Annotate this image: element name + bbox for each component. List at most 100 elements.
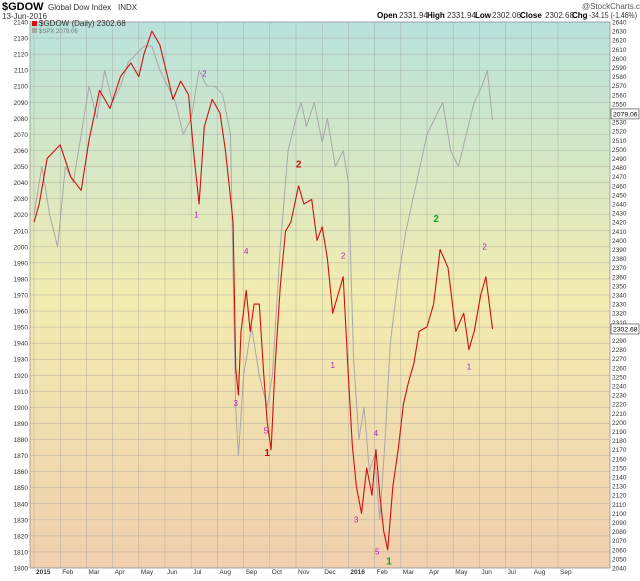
right-tick-label: 2280 <box>612 347 627 354</box>
left-tick-label: 1890 <box>14 421 29 428</box>
close-label: Close <box>520 11 542 20</box>
wave-label: 2 <box>202 70 207 79</box>
right-tick-label: 2410 <box>612 229 627 236</box>
x-tick-label: Jul <box>508 569 517 576</box>
x-tick-label: Nov <box>298 569 310 576</box>
right-tick-label: 2460 <box>612 183 627 190</box>
high-value: 2331.94 <box>447 11 476 20</box>
right-tick-label: 2140 <box>612 475 627 482</box>
chart-date: 13-Jun-2016 <box>2 12 47 21</box>
wave-label: 2 <box>433 214 439 225</box>
wave-label: 3 <box>234 399 239 408</box>
left-tick-label: 2030 <box>14 196 29 203</box>
left-tick-label: 2050 <box>14 164 29 171</box>
right-tick-label: 2070 <box>612 538 627 545</box>
x-tick-label: Jun <box>167 569 178 576</box>
exchange-code: INDX <box>118 3 138 12</box>
x-tick-label: Sep <box>560 569 572 576</box>
right-tick-label: 2530 <box>612 120 627 127</box>
x-tick-label: Feb <box>377 569 389 576</box>
right-tick-label: 2180 <box>612 438 627 445</box>
x-tick-label: May <box>455 569 468 576</box>
right-tick-label: 2290 <box>612 338 627 345</box>
right-tick-label: 2380 <box>612 256 627 263</box>
left-tick-label: 1920 <box>14 373 29 380</box>
wave-label: 3 <box>354 516 359 525</box>
right-tick-label: 2370 <box>612 265 627 272</box>
right-tick-label: 2120 <box>612 493 627 500</box>
last-label-spx-box <box>610 108 640 120</box>
left-tick-label: 2120 <box>14 52 29 59</box>
x-tick-label: Oct <box>272 569 282 576</box>
left-tick-label: 2110 <box>14 68 28 75</box>
right-tick-label: 2580 <box>612 74 627 81</box>
x-tick-label: Apr <box>429 569 440 576</box>
right-tick-label: 2500 <box>612 147 627 154</box>
wave-label: 1 <box>330 361 335 370</box>
right-tick-label: 2210 <box>612 411 627 418</box>
open-value: 2331.94 <box>399 11 428 20</box>
low-label: Low <box>475 11 492 20</box>
x-axis-ticks: 2015 Feb Mar Apr May Jun Jul Aug Sep Oct Nov Dec 201… <box>36 569 572 576</box>
x-tick-label: Sep <box>246 569 258 576</box>
left-tick-label: 1850 <box>14 485 29 492</box>
wave-label: 2 <box>296 160 302 171</box>
right-tick-label: 2420 <box>612 220 627 227</box>
x-tick-label: May <box>141 569 154 576</box>
left-tick-label: 1970 <box>14 293 29 300</box>
left-axis-ticks: 1800 1810 1820 1830 1840 1850 1860 1870 1880 1890… <box>14 20 29 573</box>
left-tick-label: 2100 <box>14 84 29 91</box>
legend-gdow: $GDOW (Daily) 2302.68 <box>39 19 126 28</box>
left-tick-label: 1840 <box>14 501 29 508</box>
right-tick-label: 2550 <box>612 101 627 108</box>
left-tick-label: 1960 <box>14 309 29 316</box>
stockcharts-brand: @StockCharts.com <box>582 2 640 11</box>
x-tick-label: 2016 <box>350 569 365 576</box>
series-line-spx <box>33 45 493 521</box>
right-tick-label: 2150 <box>612 465 627 472</box>
right-tick-label: 2250 <box>612 374 627 381</box>
left-tick-label: 2040 <box>14 180 29 187</box>
right-tick-label: 2600 <box>612 56 627 63</box>
right-tick-label: 2510 <box>612 138 627 145</box>
right-tick-label: 2400 <box>612 238 627 245</box>
x-tick-label: Jul <box>193 569 202 576</box>
x-tick-label: Aug <box>534 569 546 576</box>
x-tick-label: Mar <box>88 569 100 576</box>
right-tick-label: 2340 <box>612 293 627 300</box>
left-tick-label: 1820 <box>14 533 29 540</box>
ohlc-readout: Open 2331.94 High 2331.94 Low 2302.06 Cl… <box>377 11 637 20</box>
high-label: High <box>427 11 445 20</box>
left-tick-label: 1910 <box>14 389 29 396</box>
right-tick-label: 2130 <box>612 484 627 491</box>
right-tick-label: 2170 <box>612 447 627 454</box>
last-value-labels: 2079.06 2302.68 <box>610 108 640 335</box>
chg-label: Chg <box>572 11 588 20</box>
right-tick-label: 2390 <box>612 247 627 254</box>
left-tick-label: 2130 <box>14 36 29 43</box>
left-tick-label: 2090 <box>14 100 29 107</box>
wave-label: 4 <box>244 247 249 256</box>
right-tick-label: 2320 <box>612 311 627 318</box>
right-tick-label: 2200 <box>612 420 627 427</box>
right-tick-label: 2260 <box>612 365 627 372</box>
right-tick-label: 2440 <box>612 202 627 209</box>
left-tick-label: 1860 <box>14 469 29 476</box>
x-tick-label: Feb <box>62 569 74 576</box>
left-tick-label: 2140 <box>14 20 29 27</box>
right-tick-label: 2160 <box>612 456 627 463</box>
legend: $GDOW (Daily) 2302.68 $SPX 2079.06 <box>32 19 126 35</box>
wave-label: 5 <box>375 547 380 556</box>
right-tick-label: 2480 <box>612 165 627 172</box>
right-tick-label: 2310 <box>612 320 627 327</box>
right-tick-label: 2360 <box>612 274 627 281</box>
x-tick-label: Dec <box>324 569 336 576</box>
low-value: 2302.06 <box>492 11 521 20</box>
index-name: Global Dow Index <box>48 3 111 12</box>
series-line-gdow <box>33 30 494 551</box>
right-tick-label: 2570 <box>612 83 627 90</box>
wave-label: 1 <box>194 211 199 220</box>
right-tick-label: 2520 <box>612 129 627 136</box>
right-tick-label: 2330 <box>612 302 627 309</box>
